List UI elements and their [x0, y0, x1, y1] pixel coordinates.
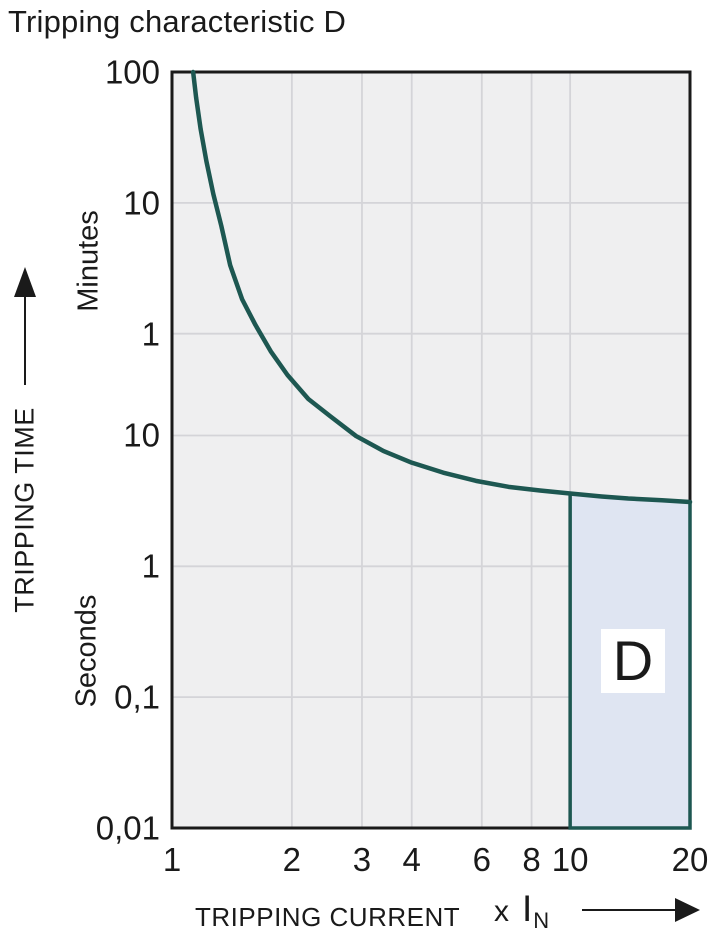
x-tick-label: 6	[472, 841, 491, 878]
y-tick-label: 10	[123, 416, 160, 454]
x-axis-unit: x I N	[494, 888, 549, 933]
tripping-curve	[190, 69, 693, 505]
x-tick-label: 1	[162, 841, 182, 878]
y-tick-label: 100	[104, 53, 160, 91]
y-tick-label: 0,1	[114, 678, 160, 716]
x-tick-label: 20	[671, 841, 709, 878]
chart-title: Tripping characteristic D	[8, 4, 347, 39]
x-tick-label: 3	[352, 841, 372, 878]
y-tick-label: 0,01	[95, 809, 160, 847]
region-label: D	[612, 629, 654, 692]
x-axis-unit-symbol: I	[522, 888, 533, 929]
y-axis-title: TRIPPING TIME	[9, 407, 40, 613]
y-unit-seconds-label: Seconds	[70, 594, 103, 708]
up-arrow-icon	[14, 267, 36, 297]
x-axis-unit-subscript: N	[533, 908, 550, 933]
x-tick-label: 2	[282, 841, 302, 878]
x-tick-label: 8	[522, 841, 541, 878]
y-tick-label: 1	[141, 315, 160, 353]
y-unit-minutes-label: Minutes	[72, 210, 105, 312]
x-tick-label: 10	[551, 841, 589, 878]
plot-border	[170, 70, 692, 830]
y-tick-label: 10	[123, 184, 160, 222]
right-arrow-icon	[675, 898, 700, 922]
y-tick-label: 1	[141, 547, 160, 585]
region-label-box: D	[601, 629, 665, 693]
x-axis-unit-prefix: x	[494, 895, 509, 928]
x-axis-title: TRIPPING CURRENT	[195, 902, 461, 932]
x-tick-label: 4	[402, 841, 421, 878]
